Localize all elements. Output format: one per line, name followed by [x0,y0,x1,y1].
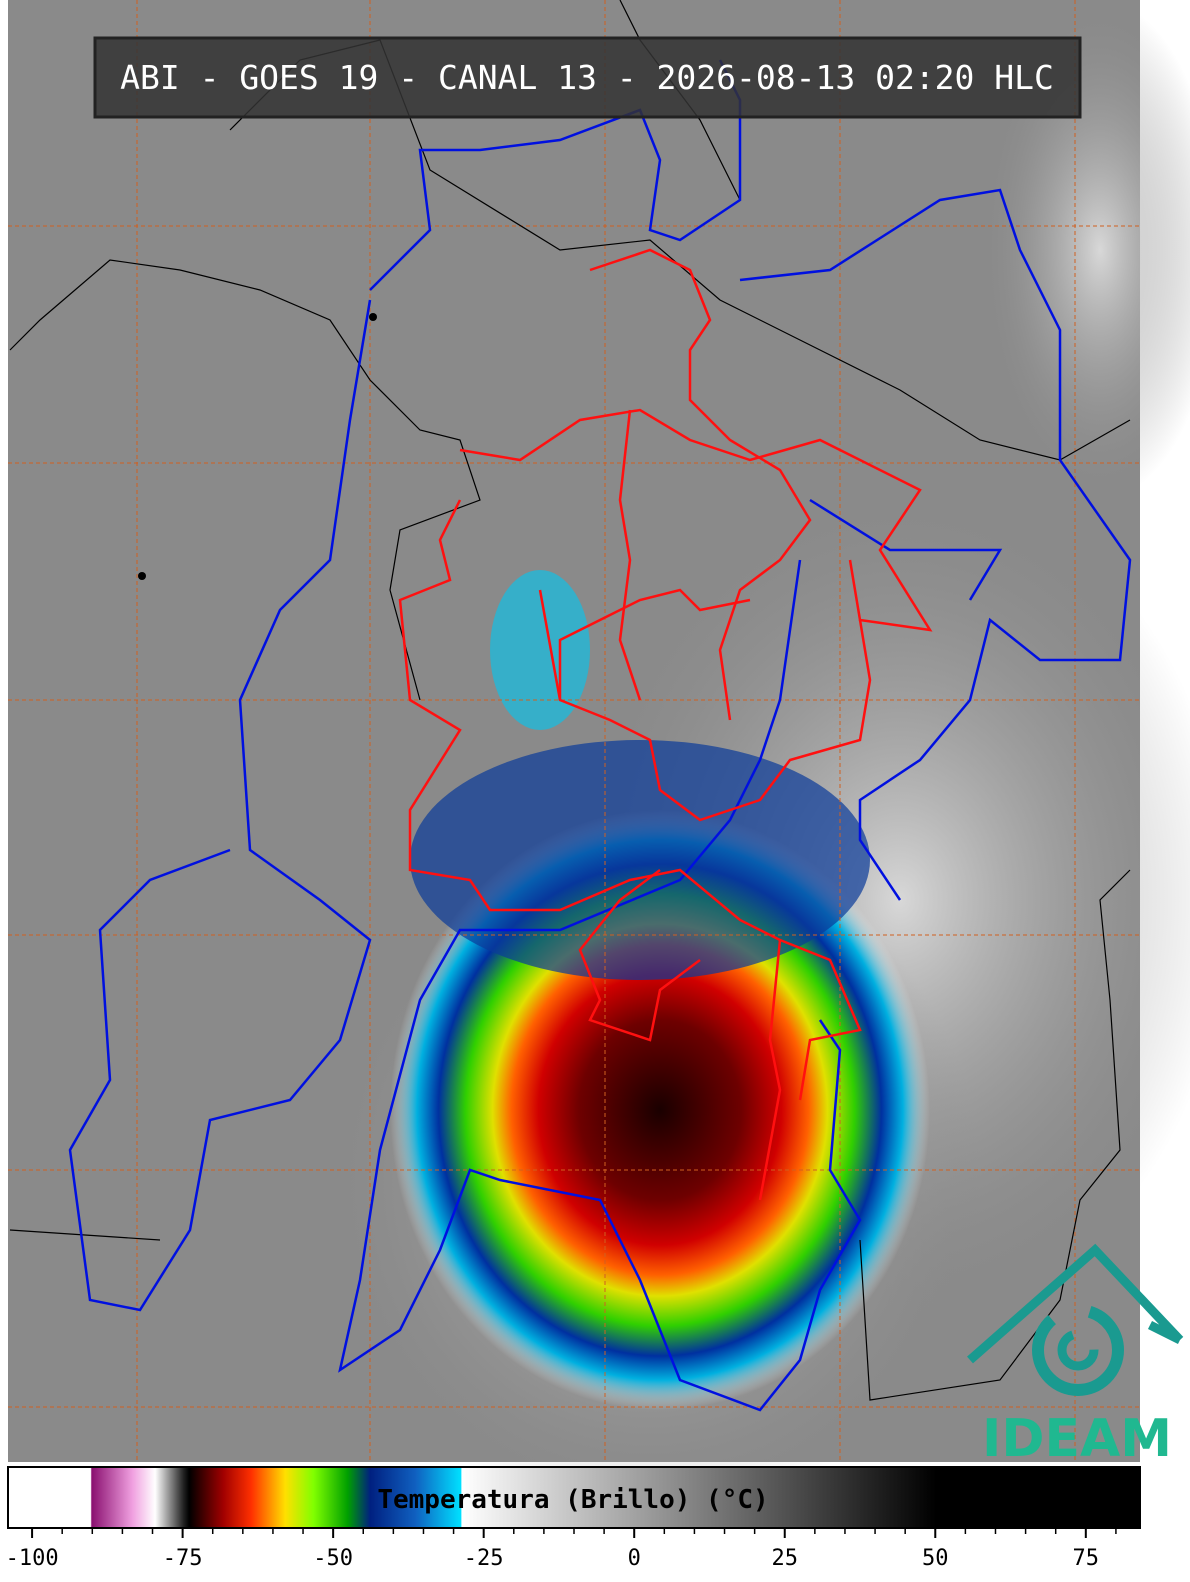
colorbar [7,1466,1141,1529]
tick-label: 0 [628,1546,641,1571]
title: ABI - GOES 19 - CANAL 13 - 2026-08-13 02… [120,58,1054,97]
logo: IDEAM [967,1243,1184,1469]
tick-label: -25 [464,1546,504,1571]
storm [410,740,870,980]
colorbar-label: Temperatura (Brillo) (°C) [377,1485,768,1515]
tick-label: 75 [1073,1546,1100,1571]
storm [490,570,590,730]
departments [398,248,933,1201]
logo-text: IDEAM [982,1409,1172,1469]
cloud [980,0,1190,500]
regions [68,59,1132,1412]
tick-label: 50 [922,1546,949,1571]
city [369,313,377,321]
tick-label: 25 [771,1546,798,1571]
tick-label: -100 [6,1546,59,1571]
city [138,572,146,580]
title-box [93,36,1082,119]
tick-label: -50 [313,1546,353,1571]
tick-label: -75 [163,1546,203,1571]
